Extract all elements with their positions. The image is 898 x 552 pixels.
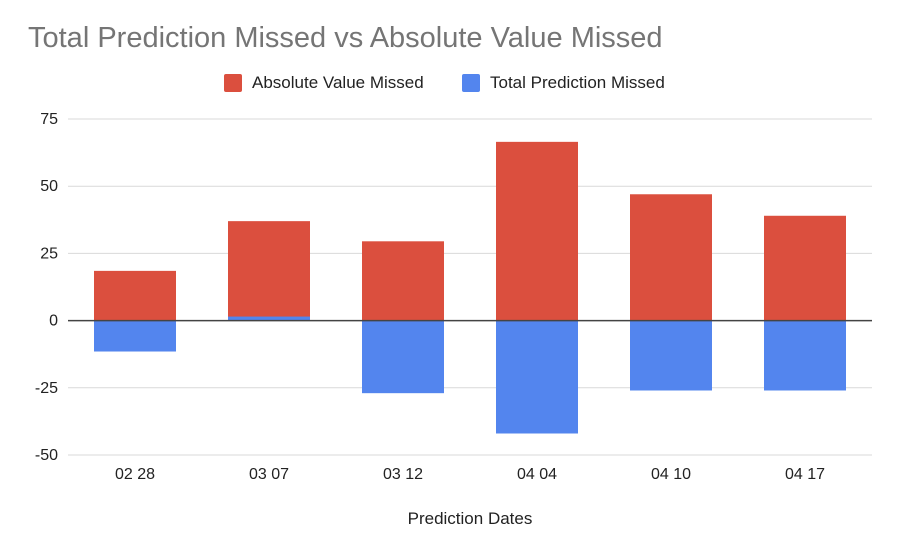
legend-swatch-absolute-value-missed [224,74,242,92]
bar-total-prediction-missed-4[interactable] [630,320,712,391]
y-tick-label: 25 [40,245,58,262]
bar-total-prediction-missed-0[interactable] [94,320,176,352]
y-tick-label: 0 [49,313,58,330]
legend-swatch-total-prediction-missed [462,74,480,92]
bar-total-prediction-missed-5[interactable] [764,320,846,391]
x-tick-label: 04 17 [785,466,825,483]
x-tick-label: 03 07 [249,466,289,483]
x-tick-label: 04 10 [651,466,691,483]
bar-absolute-value-missed-5[interactable] [764,215,846,321]
legend-item-absolute-value-missed[interactable]: Absolute Value Missed [224,72,424,94]
x-tick-label: 02 28 [115,466,155,483]
legend-item-total-prediction-missed[interactable]: Total Prediction Missed [462,72,665,94]
bar-absolute-value-missed-4[interactable] [630,194,712,321]
y-tick-label: 50 [40,178,58,195]
legend: Absolute Value Missed Total Prediction M… [0,72,898,94]
legend-label-absolute-value-missed: Absolute Value Missed [252,73,424,92]
axes: 75 50 25 0 -25 -50 02 28 03 07 03 12 04 04 04 10 04… [35,111,872,483]
y-tick-label: -50 [35,447,58,464]
y-tick-label: -25 [35,380,58,397]
bar-absolute-value-missed-1[interactable] [228,221,310,321]
bar-total-prediction-missed-3[interactable] [496,320,578,434]
gridlines [68,118,872,456]
bars [94,141,846,434]
bar-absolute-value-missed-3[interactable] [496,141,578,321]
bar-absolute-value-missed-0[interactable] [94,270,176,321]
y-tick-label: 75 [40,111,58,128]
x-axis-title: Prediction Dates [408,509,533,528]
chart-title: Total Prediction Missed vs Absolute Valu… [28,22,663,54]
bar-total-prediction-missed-1[interactable] [228,316,310,321]
legend-label-total-prediction-missed: Total Prediction Missed [490,73,665,92]
bar-absolute-value-missed-2[interactable] [362,241,444,321]
x-tick-label: 03 12 [383,466,423,483]
x-tick-label: 04 04 [517,466,557,483]
bar-total-prediction-missed-2[interactable] [362,320,444,394]
